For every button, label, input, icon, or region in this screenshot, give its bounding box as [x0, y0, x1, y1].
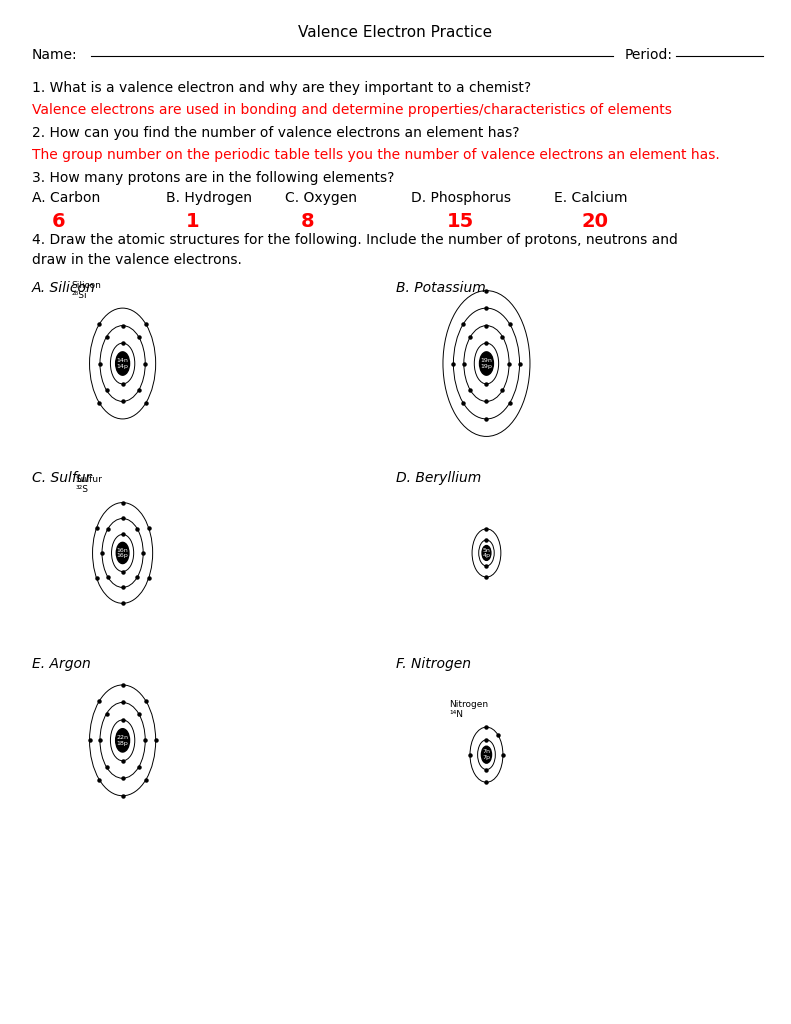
Text: Valence electrons are used in bonding and determine properties/characteristics o: Valence electrons are used in bonding an…: [32, 103, 672, 118]
Ellipse shape: [115, 729, 130, 752]
Text: 14n
14p: 14n 14p: [116, 358, 129, 369]
Text: A. Silicon: A. Silicon: [32, 281, 96, 295]
Text: 16n
16p: 16n 16p: [117, 548, 128, 558]
Text: draw in the valence electrons.: draw in the valence electrons.: [32, 253, 241, 267]
Ellipse shape: [115, 352, 130, 375]
Text: The group number on the periodic table tells you the number of valence electrons: The group number on the periodic table t…: [32, 148, 719, 163]
Text: C. Sulfur: C. Sulfur: [32, 471, 91, 485]
Ellipse shape: [116, 543, 129, 563]
Text: 1. What is a valence electron and why are they important to a chemist?: 1. What is a valence electron and why ar…: [32, 81, 531, 95]
Text: Period:: Period:: [625, 48, 673, 62]
Ellipse shape: [479, 352, 494, 375]
Text: 20: 20: [581, 212, 608, 231]
Text: E. Calcium: E. Calcium: [554, 191, 627, 206]
Text: 7n
7p: 7n 7p: [483, 750, 490, 760]
Text: 8: 8: [301, 212, 314, 231]
Ellipse shape: [482, 746, 491, 763]
Text: C. Oxygen: C. Oxygen: [285, 191, 357, 206]
Text: Silicon
²⁸Si: Silicon ²⁸Si: [71, 281, 101, 300]
Text: D. Phosphorus: D. Phosphorus: [411, 191, 511, 206]
Text: 2. How can you find the number of valence electrons an element has?: 2. How can you find the number of valenc…: [32, 126, 519, 140]
Text: A. Carbon: A. Carbon: [32, 191, 100, 206]
Text: 1: 1: [186, 212, 199, 231]
Text: Name:: Name:: [32, 48, 78, 62]
Text: 15: 15: [447, 212, 474, 231]
Text: Nitrogen
¹⁴N: Nitrogen ¹⁴N: [449, 699, 488, 719]
Text: Valence Electron Practice: Valence Electron Practice: [298, 25, 493, 40]
Text: D. Beryllium: D. Beryllium: [396, 471, 481, 485]
Text: Sulfur
³²S: Sulfur ³²S: [76, 475, 103, 495]
Text: 5n
4p: 5n 4p: [483, 548, 490, 558]
Text: 4. Draw the atomic structures for the following. Include the number of protons, : 4. Draw the atomic structures for the fo…: [32, 233, 678, 248]
Text: 22n
18p: 22n 18p: [116, 735, 129, 745]
Text: E. Argon: E. Argon: [32, 657, 90, 672]
Text: 6: 6: [51, 212, 65, 231]
Ellipse shape: [482, 546, 491, 560]
Text: 3. How many protons are in the following elements?: 3. How many protons are in the following…: [32, 171, 394, 185]
Text: F. Nitrogen: F. Nitrogen: [396, 657, 471, 672]
Text: B. Hydrogen: B. Hydrogen: [166, 191, 252, 206]
Text: 19n
19p: 19n 19p: [480, 358, 493, 369]
Text: B. Potassium: B. Potassium: [396, 281, 485, 295]
